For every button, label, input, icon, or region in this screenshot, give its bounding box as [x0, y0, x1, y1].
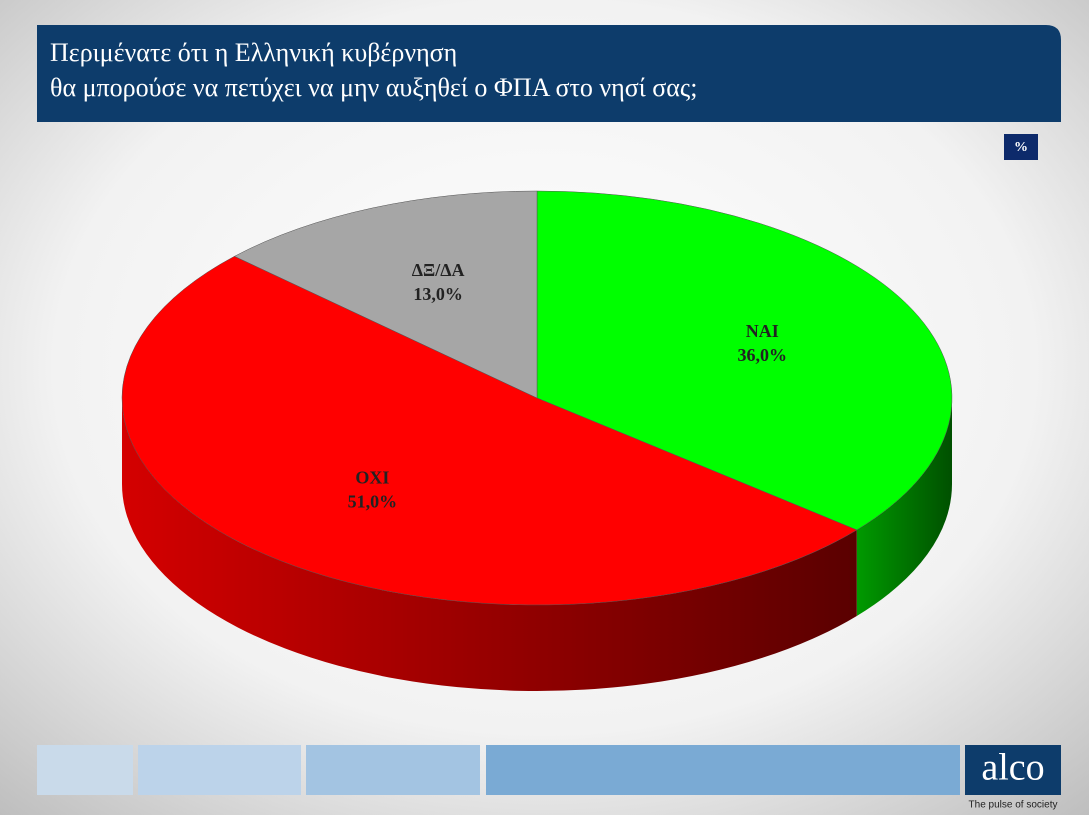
slice-category: ΟΧΙ — [355, 467, 389, 487]
slice-side — [856, 398, 952, 616]
footer-block — [138, 745, 301, 795]
footer-block — [486, 745, 960, 795]
slice-value-label: 51,0% — [348, 491, 398, 511]
slice-category: ΔΞ/ΔΑ — [412, 260, 465, 280]
slice — [536, 190, 953, 531]
header-bar — [37, 25, 1061, 122]
slice-category: ΝΑΙ — [746, 321, 779, 341]
footer-block — [37, 745, 133, 795]
slice-value-label: 13,0% — [413, 284, 463, 304]
logo: alco — [981, 747, 1044, 789]
slice-value-label: 36,0% — [738, 345, 788, 365]
pie: ΝΑΙ 36,0% ΟΧΙ 51,0% ΔΞ/ΔΑ 13,0% — [121, 190, 953, 692]
logo-box — [965, 745, 1061, 795]
logo-tagline: The pulse of society — [969, 800, 1058, 811]
unit-box — [1004, 134, 1038, 160]
unit-label: % — [1014, 140, 1028, 155]
slice-side — [122, 398, 857, 692]
chart-title: θα μπορούσε να πετύχει να μην αυξηθεί ο … — [50, 73, 697, 102]
slice — [121, 256, 858, 606]
slice — [233, 190, 538, 399]
footer-block — [306, 745, 480, 795]
chart-title: Περιμένατε ότι η Ελληνική κυβέρνηση — [50, 38, 457, 67]
